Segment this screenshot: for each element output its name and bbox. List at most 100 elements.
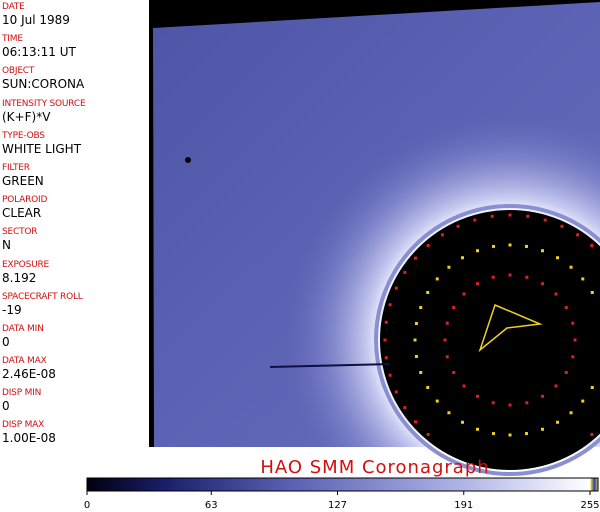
- metadata-panel: DATE 10 Jul 1989 TIME 06:13:11 UT OBJECT SUN:…: [0, 0, 150, 447]
- field-label: POLAROID: [2, 195, 48, 206]
- field-value: 1.00E-08: [2, 431, 56, 446]
- field-label: DATA MIN: [2, 323, 44, 334]
- tick-label: 0: [84, 500, 90, 511]
- pylon: [269, 363, 391, 368]
- field: DATE 10 Jul 1989: [0, 0, 149, 32]
- grid-dot: [590, 291, 594, 294]
- grid-dot: [426, 386, 430, 389]
- tick-label: 127: [328, 500, 347, 511]
- grid-dot: [383, 338, 387, 342]
- field: POLAROID CLEAR: [0, 193, 149, 225]
- grid-dot: [569, 265, 573, 269]
- grid-dot: [524, 432, 528, 436]
- grid-dot: [462, 292, 466, 296]
- grid-dot: [492, 432, 496, 436]
- grid-dot: [447, 411, 451, 415]
- grid-dot: [419, 306, 423, 310]
- grid-dot: [388, 373, 392, 377]
- grid-dot: [456, 224, 460, 228]
- grid-dot: [394, 286, 398, 290]
- field: DATA MAX 2.46E-08: [0, 354, 149, 386]
- artifact: [185, 157, 191, 163]
- grid-dot: [476, 427, 480, 431]
- grid-dot: [560, 224, 564, 228]
- field-value: CLEAR: [2, 206, 42, 221]
- grid-dot: [476, 394, 479, 398]
- grid-dot: [414, 322, 418, 326]
- field-value: 06:13:11 UT: [2, 45, 76, 60]
- grid-dot: [384, 356, 388, 360]
- grid-dot: [554, 384, 558, 388]
- colorbar: [86, 477, 599, 492]
- field: INTENSITY SOURCE (K+F)*V: [0, 97, 149, 129]
- field-value: 10 Jul 1989: [2, 13, 70, 27]
- field-value: 0: [2, 334, 10, 349]
- field-value: 2.46E-08: [2, 367, 56, 382]
- field: TIME 06:13:11 UT: [0, 32, 149, 64]
- field-value: WHITE LIGHT: [2, 141, 82, 156]
- grid-dot: [569, 411, 573, 415]
- marker-triangle: [478, 303, 543, 353]
- grid-dot: [540, 427, 544, 431]
- field-label: DISP MIN: [2, 388, 42, 399]
- field: DISP MIN 0: [0, 386, 149, 418]
- grid-dot: [435, 277, 439, 281]
- grid-dot: [445, 355, 449, 359]
- field-value: (K+F)*V: [2, 109, 51, 124]
- field-value: SUN:CORONA: [2, 77, 85, 92]
- grid-dot: [508, 433, 512, 437]
- field-label: DATA MAX: [2, 356, 47, 367]
- field-value: N: [2, 238, 11, 253]
- grid-dots: [383, 213, 594, 437]
- field-label: DISP MAX: [2, 420, 45, 431]
- tick-label: 191: [454, 500, 473, 511]
- grid-dot: [543, 218, 547, 222]
- field-value: -19: [2, 302, 22, 317]
- field: SPACECRAFT ROLL -19: [0, 290, 149, 322]
- field: EXPOSURE 8.192: [0, 258, 149, 290]
- tick-label: 255: [580, 500, 599, 511]
- grid-dot: [581, 399, 585, 403]
- grid-dot: [403, 270, 407, 274]
- grid-dot: [443, 338, 447, 342]
- grid-dot: [581, 277, 585, 281]
- grid-dot: [508, 243, 512, 247]
- colorbar-ticks: 0 63 127 191 255: [84, 491, 600, 511]
- grid-dot: [452, 371, 456, 374]
- field-label: SECTOR: [2, 227, 38, 238]
- occulter-ring: [374, 204, 600, 476]
- grid-dot: [476, 282, 479, 286]
- field-label: FILTER: [2, 162, 30, 173]
- grid-dot: [590, 386, 594, 389]
- field: OBJECT SUN:CORONA: [0, 64, 149, 96]
- grid-dot: [414, 420, 418, 424]
- field-value: 0: [2, 399, 10, 414]
- grid-dot: [526, 214, 530, 218]
- grid-dot: [462, 384, 466, 388]
- grid-dot: [414, 354, 418, 358]
- tick-label: 63: [205, 500, 218, 511]
- grid-dot: [508, 213, 512, 217]
- grid-dot: [540, 249, 544, 253]
- field-label: TIME: [2, 34, 23, 45]
- grid-dot: [426, 244, 430, 248]
- grid-dot: [541, 282, 544, 286]
- grid-dot: [556, 256, 559, 260]
- field-label: OBJECT: [2, 66, 35, 77]
- grid-dot: [564, 371, 568, 374]
- field-label: DATE: [2, 2, 25, 12]
- grid-dot: [476, 249, 480, 253]
- grid-dot: [576, 233, 580, 237]
- grid-dot: [473, 218, 477, 222]
- field: DISP MAX 1.00E-08: [0, 418, 149, 450]
- grid-dot: [590, 432, 594, 436]
- grid-dot: [461, 420, 464, 424]
- grid-dot: [426, 291, 430, 294]
- field-value: 8.192: [2, 270, 37, 285]
- field-label: SPACECRAFT ROLL: [2, 291, 83, 302]
- grid-dot: [426, 432, 430, 436]
- grid-dot: [508, 403, 512, 407]
- grid-dot: [571, 321, 575, 325]
- grid-dot: [419, 370, 423, 374]
